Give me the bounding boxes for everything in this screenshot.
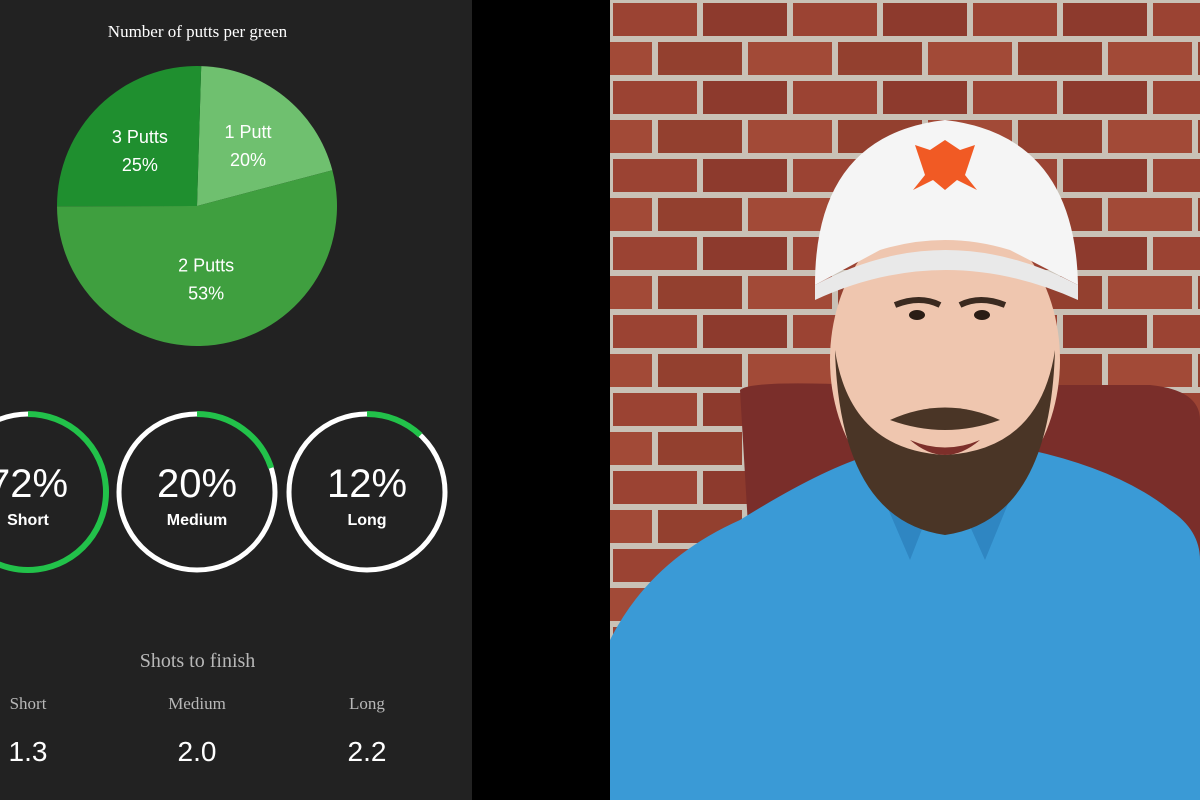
pie-slice-label: 2 Putts [178,255,234,275]
shots-to-finish-title: Shots to finish [139,650,256,672]
ring-progress-short [0,411,109,573]
ring-short-value: 72% [0,462,69,506]
stats-panel: Number of putts per green 1 Putt 20% 2 Put… [0,0,472,800]
shots-col-long-label: Long [349,694,385,713]
shots-col-medium-value: 2.0 [177,736,217,767]
ring-medium-label: Medium [166,512,228,529]
pie-slice-label: 1 Putt [224,122,271,142]
distance-rings [0,411,448,573]
black-separator [472,0,610,800]
presenter-video-frame [610,0,1200,800]
shots-col-long-value: 2.2 [347,736,387,767]
putts-chart-title: Number of putts per green [107,22,288,41]
pie-slice-3 [57,65,202,207]
ring-progress-long [366,411,423,438]
pie-slice-percent: 20% [230,150,266,170]
pie-slice-2 [57,170,337,347]
ring-long-label: Long [347,512,387,529]
pie-slice-percent: 53% [188,283,224,303]
shots-col-medium-label: Medium [168,694,226,713]
pie-slice-percent: 25% [122,155,158,175]
putts-pie-chart: 1 Putt 20% 2 Putts 53% 3 Putts 25% [57,65,337,347]
presenter-video [610,0,1200,800]
ring-short-label: Short [7,512,49,529]
ring-long-value: 12% [326,462,408,506]
shots-col-short-label: Short [9,694,47,713]
pie-slice-label: 3 Putts [112,127,168,147]
shots-col-short-value: 1.3 [8,736,48,767]
ring-progress-medium [196,411,275,469]
pie-slice-1 [197,66,333,207]
ring-medium-value: 20% [156,462,238,506]
